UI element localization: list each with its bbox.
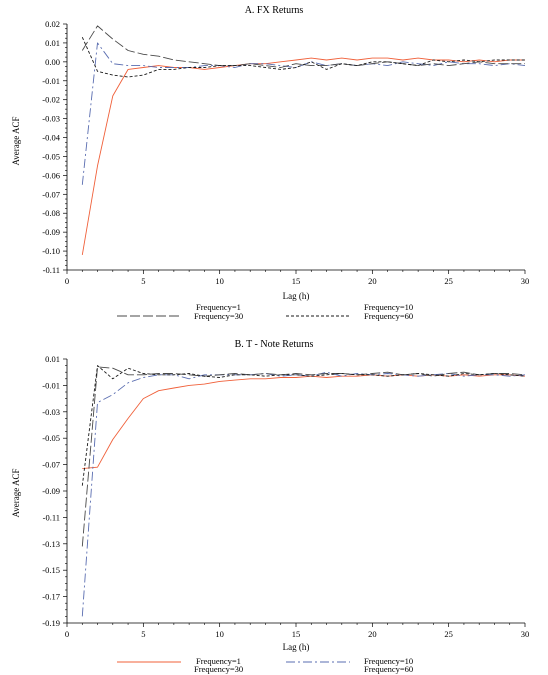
legend-label: Frequency=30 bbox=[194, 311, 243, 321]
y-tick-label: -0.11 bbox=[43, 512, 60, 522]
y-tick-label: 0.01 bbox=[45, 354, 60, 364]
y-tick-label: -0.15 bbox=[42, 565, 60, 575]
axes: 0.01 -0.01 -0.03 -0.05 -0.07 -0.09 -0.11 -0.13 -… bbox=[42, 354, 529, 639]
x-tick-label: 10 bbox=[215, 276, 224, 286]
y-tick-label: -0.05 bbox=[42, 151, 60, 161]
y-tick-label: -0.17 bbox=[42, 592, 60, 602]
legend-entry-frequency-30: Frequency=30 bbox=[194, 664, 243, 674]
axes: 0.02 0.01 0.00 -0.01 -0.02 -0.03 -0.04 -0.05 -0.… bbox=[42, 19, 529, 286]
series-lines bbox=[81, 25, 526, 255]
x-tick-label: 10 bbox=[215, 629, 224, 639]
x-tick-label: 25 bbox=[444, 629, 453, 639]
legend: Frequency=1 Frequency=10 Frequency=30 Fr… bbox=[117, 656, 413, 674]
series-line-frequency-60 bbox=[81, 365, 526, 486]
y-axis-label: Average ACF bbox=[11, 116, 21, 165]
legend-label: Frequency=10 bbox=[364, 656, 413, 666]
y-tick-label: -0.13 bbox=[42, 539, 60, 549]
legend-entry-frequency-60: Frequency=60 bbox=[286, 311, 413, 321]
legend-label: Frequency=1 bbox=[196, 656, 241, 666]
x-axis-label: Lag (h) bbox=[283, 291, 310, 301]
x-tick-label: 15 bbox=[292, 276, 301, 286]
legend: Frequency=1 Frequency=10 Frequency=30 Fr… bbox=[117, 302, 413, 321]
y-tick-label: -0.08 bbox=[42, 208, 60, 218]
x-tick-label: 0 bbox=[65, 629, 69, 639]
x-tick-label: 15 bbox=[292, 629, 301, 639]
x-tick-label: 30 bbox=[521, 276, 530, 286]
y-tick-label: 0.01 bbox=[45, 38, 60, 48]
y-tick-label: -0.03 bbox=[42, 407, 60, 417]
legend-label: Frequency=60 bbox=[364, 664, 413, 674]
y-tick-label: -0.06 bbox=[42, 170, 60, 180]
x-tick-label: 25 bbox=[444, 276, 453, 286]
x-tick-label: 30 bbox=[521, 629, 530, 639]
series-line-frequency-30 bbox=[81, 25, 525, 68]
legend-entry-frequency-10: Frequency=10 bbox=[364, 302, 413, 312]
y-tick-label: -0.01 bbox=[42, 76, 60, 86]
y-tick-label: 0.00 bbox=[45, 57, 60, 67]
legend-entry-frequency-1: Frequency=1 bbox=[117, 656, 241, 666]
series-line-frequency-10 bbox=[81, 371, 526, 617]
y-tick-label: -0.09 bbox=[42, 486, 60, 496]
legend-label: Frequency=10 bbox=[364, 302, 413, 312]
legend-entry-frequency-10: Frequency=10 bbox=[286, 656, 413, 666]
chart-title: A. FX Returns bbox=[245, 5, 304, 16]
y-tick-label: -0.07 bbox=[42, 460, 60, 470]
x-tick-label: 20 bbox=[368, 629, 377, 639]
series-line-frequency-30 bbox=[81, 366, 526, 547]
panel-fx-returns: A. FX Returns Average ACF Lag (h) 0.020.… bbox=[11, 5, 529, 321]
y-tick-label: -0.03 bbox=[42, 114, 60, 124]
y-tick-label: -0.01 bbox=[42, 380, 60, 390]
legend-entry-frequency-60: Frequency=60 bbox=[364, 664, 413, 674]
x-tick-label: 0 bbox=[65, 276, 69, 286]
x-axis-label: Lag (h) bbox=[283, 642, 310, 652]
legend-label: Frequency=60 bbox=[364, 311, 413, 321]
legend-label: Frequency=30 bbox=[194, 664, 243, 674]
series-line-frequency-1 bbox=[82, 374, 526, 470]
legend-entry-frequency-30: Frequency=30 bbox=[117, 311, 243, 321]
y-tick-label: -0.02 bbox=[42, 95, 60, 105]
series-line-frequency-60 bbox=[81, 37, 525, 78]
y-tick-label: 0.02 bbox=[45, 19, 60, 29]
y-axis-label: Average ACF bbox=[11, 468, 21, 517]
chart-title: B. T - Note Returns bbox=[235, 339, 314, 350]
y-tick-label: -0.09 bbox=[42, 227, 60, 237]
x-tick-label: 20 bbox=[368, 276, 377, 286]
panel-t-note-returns: B. T - Note Returns Average ACF Lag (h) … bbox=[11, 339, 529, 674]
y-tick-label: -0.05 bbox=[42, 433, 60, 443]
y-tick-label: -0.04 bbox=[42, 133, 60, 143]
y-tick-label: -0.11 bbox=[43, 265, 60, 275]
x-tick-label: 5 bbox=[141, 276, 145, 286]
x-tick-label: 5 bbox=[141, 629, 145, 639]
y-tick-label: -0.19 bbox=[42, 618, 60, 628]
y-tick-label: -0.10 bbox=[42, 246, 60, 256]
legend-entry-frequency-1: Frequency=1 bbox=[196, 302, 241, 312]
y-tick-label: -0.07 bbox=[42, 189, 60, 199]
series-line-frequency-1 bbox=[81, 57, 525, 255]
series-lines bbox=[81, 365, 526, 617]
legend-label: Frequency=1 bbox=[196, 302, 241, 312]
